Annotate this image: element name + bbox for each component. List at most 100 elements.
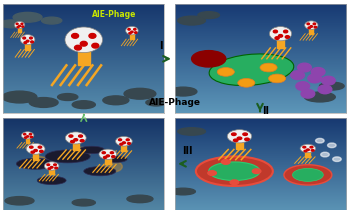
Circle shape xyxy=(24,42,27,43)
Ellipse shape xyxy=(79,146,105,154)
Bar xyxy=(78,46,90,65)
Circle shape xyxy=(30,146,33,148)
Circle shape xyxy=(24,137,27,138)
Ellipse shape xyxy=(320,82,344,90)
Circle shape xyxy=(75,45,81,50)
Circle shape xyxy=(79,135,82,137)
Bar xyxy=(277,37,284,48)
Ellipse shape xyxy=(29,98,58,107)
Bar xyxy=(25,137,30,143)
Ellipse shape xyxy=(65,27,103,52)
Circle shape xyxy=(16,23,18,25)
Ellipse shape xyxy=(37,176,66,185)
Ellipse shape xyxy=(178,16,206,25)
Circle shape xyxy=(103,161,122,172)
Ellipse shape xyxy=(103,96,129,105)
Circle shape xyxy=(55,167,58,169)
Circle shape xyxy=(122,142,125,144)
Circle shape xyxy=(30,37,32,39)
Circle shape xyxy=(40,150,43,152)
Ellipse shape xyxy=(45,150,90,163)
Ellipse shape xyxy=(169,87,197,96)
Ellipse shape xyxy=(171,188,195,195)
Bar xyxy=(130,33,134,39)
Circle shape xyxy=(128,29,130,30)
Bar xyxy=(309,27,313,34)
Circle shape xyxy=(112,156,115,158)
Circle shape xyxy=(70,140,74,143)
Ellipse shape xyxy=(260,63,277,72)
Ellipse shape xyxy=(16,158,55,169)
Ellipse shape xyxy=(99,149,117,159)
Ellipse shape xyxy=(217,68,235,76)
Circle shape xyxy=(119,139,121,141)
Circle shape xyxy=(131,31,133,33)
Ellipse shape xyxy=(65,132,86,144)
Circle shape xyxy=(232,133,236,135)
Ellipse shape xyxy=(14,21,25,29)
Circle shape xyxy=(245,138,249,140)
Circle shape xyxy=(222,160,230,164)
Circle shape xyxy=(17,26,19,28)
Circle shape xyxy=(18,25,21,27)
Text: AIE-Phage: AIE-Phage xyxy=(92,10,136,19)
Circle shape xyxy=(31,41,34,43)
Bar xyxy=(105,157,111,164)
Circle shape xyxy=(233,139,238,142)
Circle shape xyxy=(120,143,123,145)
Bar xyxy=(73,141,79,150)
Circle shape xyxy=(306,149,309,151)
Bar xyxy=(236,139,243,150)
Ellipse shape xyxy=(238,79,255,87)
Ellipse shape xyxy=(209,54,294,85)
Circle shape xyxy=(80,41,87,46)
Ellipse shape xyxy=(72,199,95,206)
Circle shape xyxy=(29,134,32,135)
Circle shape xyxy=(313,23,315,25)
Circle shape xyxy=(54,164,57,165)
Text: AIE-Phage: AIE-Phage xyxy=(149,98,200,107)
Ellipse shape xyxy=(126,26,138,35)
Bar xyxy=(33,151,38,160)
Circle shape xyxy=(333,157,341,161)
Circle shape xyxy=(74,139,78,141)
Circle shape xyxy=(26,40,29,42)
Ellipse shape xyxy=(44,162,59,170)
Circle shape xyxy=(208,171,216,175)
Ellipse shape xyxy=(13,12,42,22)
Circle shape xyxy=(48,168,51,169)
Ellipse shape xyxy=(192,51,226,67)
Circle shape xyxy=(230,180,239,185)
Circle shape xyxy=(27,136,29,137)
Text: I: I xyxy=(159,41,163,51)
Circle shape xyxy=(311,150,314,151)
Circle shape xyxy=(318,85,332,94)
Circle shape xyxy=(50,167,53,168)
Ellipse shape xyxy=(72,101,95,109)
Circle shape xyxy=(126,139,129,141)
Circle shape xyxy=(72,34,79,38)
Ellipse shape xyxy=(0,20,23,28)
Circle shape xyxy=(321,152,329,157)
Ellipse shape xyxy=(209,162,260,180)
Circle shape xyxy=(321,76,335,85)
Circle shape xyxy=(237,137,242,139)
Ellipse shape xyxy=(304,92,335,102)
Circle shape xyxy=(34,150,37,151)
Circle shape xyxy=(38,146,42,148)
Ellipse shape xyxy=(124,88,156,99)
Ellipse shape xyxy=(269,27,292,41)
Circle shape xyxy=(135,32,137,33)
Circle shape xyxy=(92,43,99,48)
Circle shape xyxy=(303,146,306,148)
Circle shape xyxy=(252,169,261,173)
Circle shape xyxy=(279,35,283,37)
Circle shape xyxy=(69,135,73,137)
Ellipse shape xyxy=(198,12,220,18)
Circle shape xyxy=(110,152,113,154)
Circle shape xyxy=(284,30,288,33)
Circle shape xyxy=(298,63,311,72)
Circle shape xyxy=(47,164,50,165)
Circle shape xyxy=(285,36,289,38)
Circle shape xyxy=(89,34,96,38)
